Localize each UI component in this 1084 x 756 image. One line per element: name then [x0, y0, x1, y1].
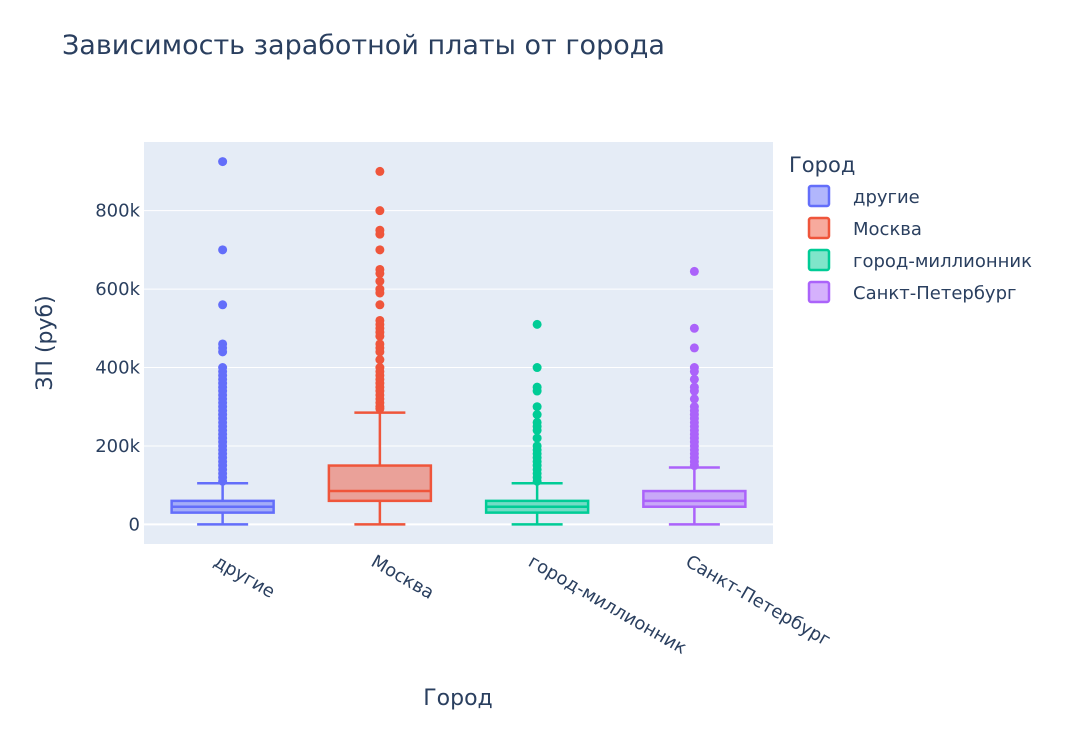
- x-tick-label: Москва: [367, 551, 437, 604]
- y-tick-labels: 0 200k 400k 600k 800k: [95, 201, 140, 536]
- plot-background: [144, 142, 773, 544]
- outlier-point: [689, 343, 699, 353]
- legend-item[interactable]: Санкт-Петербург: [807, 280, 1016, 304]
- box-iqr: [642, 489, 747, 508]
- outlier-point: [375, 245, 385, 255]
- legend-title: Город: [789, 153, 855, 177]
- legend-label: Москва: [853, 219, 922, 240]
- outlier-point: [375, 300, 385, 310]
- legend[interactable]: Город другие Москва город-миллионник Санкт-…: [789, 153, 1032, 304]
- legend-item[interactable]: город-миллионник: [807, 248, 1032, 272]
- x-axis-title: Город: [423, 686, 493, 711]
- outlier-point: [218, 157, 228, 167]
- y-tick-label: 800k: [95, 201, 140, 222]
- outlier-point: [375, 347, 385, 357]
- outlier-point: [375, 229, 385, 239]
- x-tick-label: город-миллионник: [525, 551, 691, 659]
- outlier-point: [218, 476, 228, 486]
- legend-label: другие: [853, 187, 920, 208]
- y-tick-label: 200k: [95, 436, 140, 457]
- box-group[interactable]: [642, 266, 747, 526]
- x-tick-label: другие: [210, 551, 278, 603]
- outlier-point: [689, 323, 699, 333]
- outlier-point: [218, 300, 228, 310]
- outlier-point: [532, 425, 542, 435]
- outlier-point: [218, 245, 228, 255]
- outlier-point: [689, 374, 699, 384]
- outlier-point: [532, 319, 542, 329]
- chart-title: Зависимость заработной платы от города: [62, 30, 665, 61]
- outlier-point: [375, 404, 385, 414]
- outlier-point: [532, 433, 542, 443]
- outlier-point: [689, 394, 699, 404]
- legend-label: город-миллионник: [853, 251, 1032, 272]
- outlier-point: [689, 461, 699, 471]
- box-group[interactable]: [170, 157, 275, 526]
- outlier-point: [532, 476, 542, 486]
- outlier-point: [375, 331, 385, 341]
- outlier-point: [375, 166, 385, 176]
- legend-swatch: [807, 280, 831, 304]
- outlier-point: [689, 266, 699, 276]
- y-tick-label: 0: [129, 514, 140, 535]
- legend-item[interactable]: другие: [807, 184, 920, 208]
- x-tick-labels: другие Москва город-миллионникСанкт-Петерб…: [210, 551, 834, 659]
- legend-swatch: [807, 216, 831, 240]
- box-group[interactable]: [484, 319, 590, 526]
- outlier-point: [375, 268, 385, 278]
- legend-swatch: [807, 248, 831, 272]
- outlier-point: [532, 363, 542, 373]
- outlier-point: [532, 410, 542, 420]
- outlier-point: [218, 347, 228, 357]
- box-iqr: [327, 464, 433, 503]
- legend-swatch: [807, 184, 831, 208]
- x-tick-label: Санкт-Петербург: [682, 551, 834, 651]
- legend-item[interactable]: Москва: [807, 216, 922, 240]
- outlier-point: [375, 206, 385, 216]
- box-group[interactable]: [327, 166, 433, 526]
- outlier-point: [532, 402, 542, 412]
- outlier-point: [532, 386, 542, 396]
- y-tick-label: 600k: [95, 279, 140, 300]
- outlier-point: [375, 288, 385, 298]
- outlier-point: [375, 355, 385, 365]
- legend-label: Санкт-Петербург: [853, 283, 1016, 304]
- outlier-point: [375, 276, 385, 286]
- outlier-point: [689, 366, 699, 376]
- outlier-point: [689, 386, 699, 396]
- gridlines: [144, 210, 773, 526]
- y-axis-title: ЗП (руб): [33, 295, 58, 390]
- y-tick-label: 400k: [95, 358, 140, 379]
- boxes: [170, 157, 747, 526]
